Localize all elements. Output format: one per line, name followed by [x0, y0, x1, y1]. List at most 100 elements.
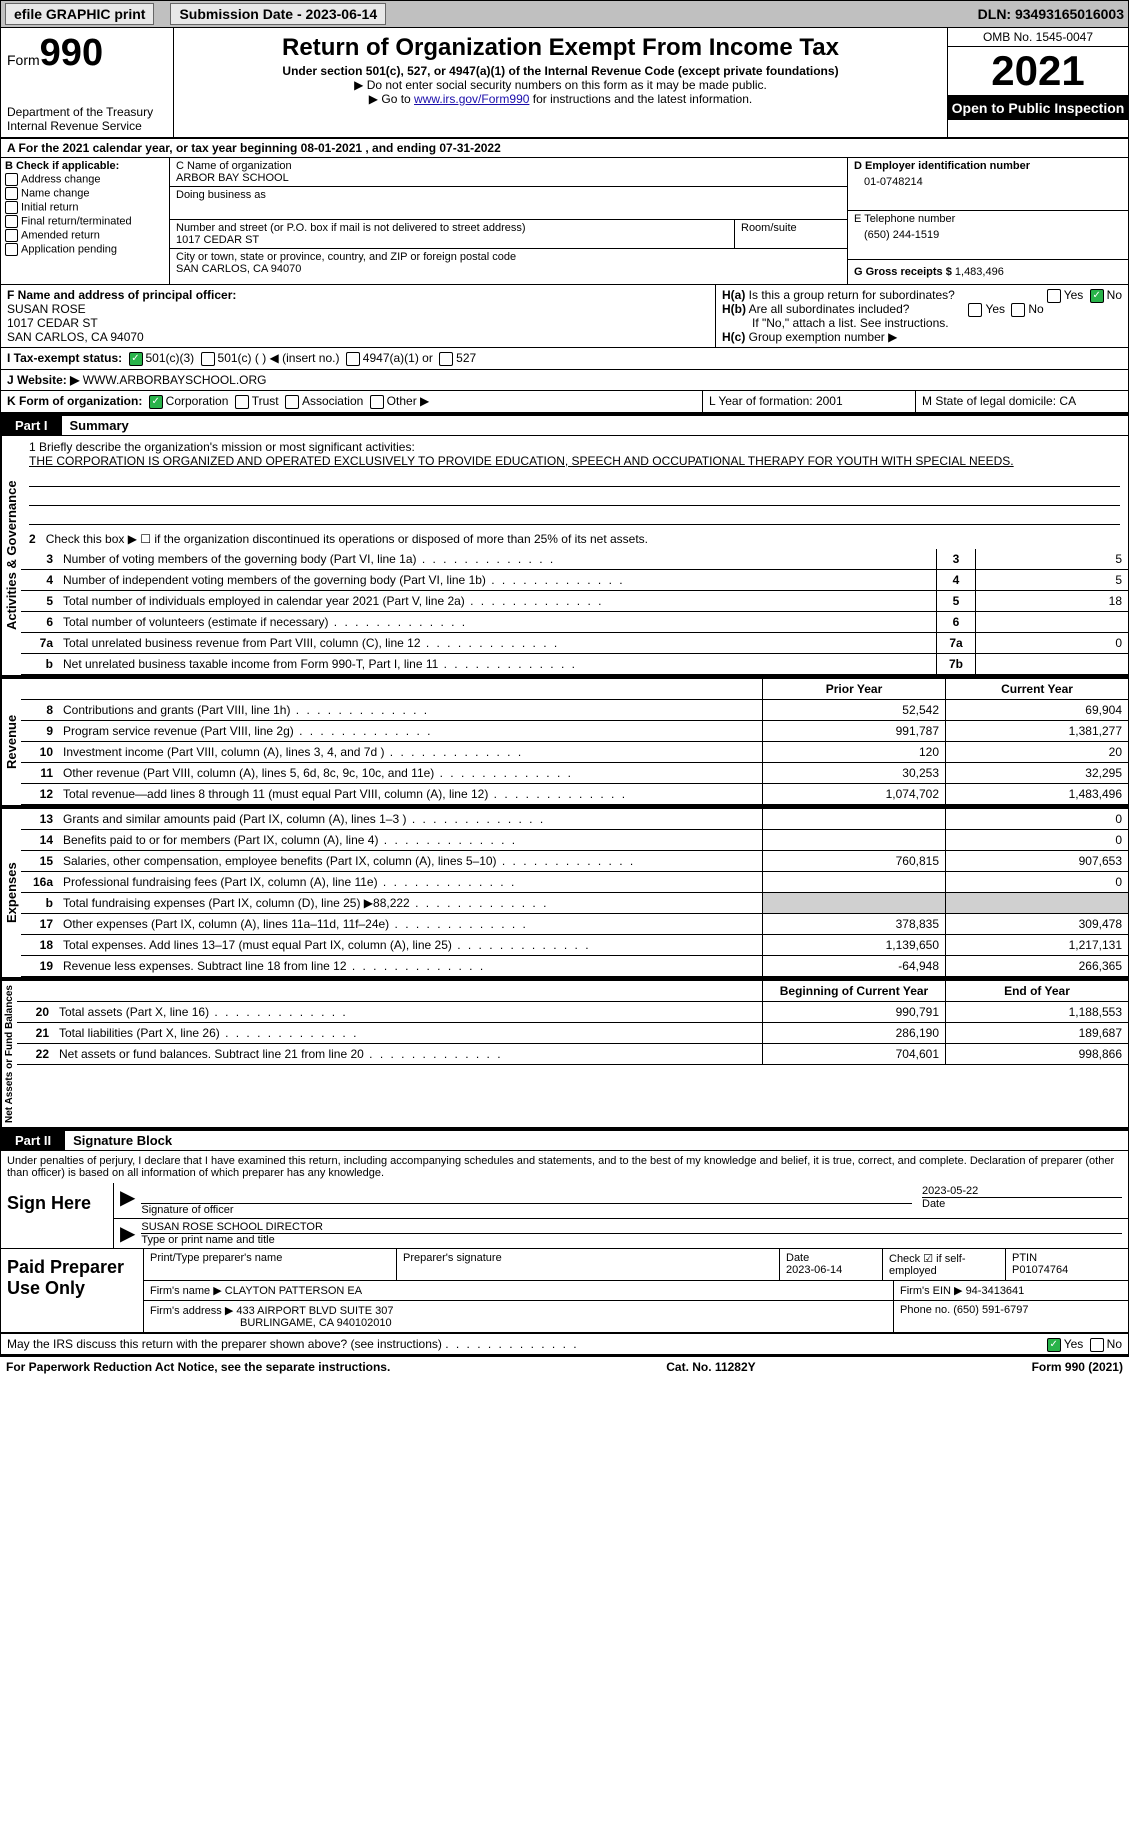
- table-row: 12Total revenue—add lines 8 through 11 (…: [21, 784, 1128, 805]
- f-label: F Name and address of principal officer:: [7, 288, 236, 302]
- chk-other[interactable]: [370, 395, 384, 409]
- preparer-section: Paid Preparer Use Only Print/Type prepar…: [1, 1248, 1128, 1332]
- hc-label: H(c) Group exemption number ▶: [722, 330, 1122, 344]
- row-j: J Website: ▶ WWW.ARBORBAYSCHOOL.ORG: [0, 370, 1129, 391]
- summary-line: 4Number of independent voting members of…: [21, 570, 1128, 591]
- part2-header: Part II Signature Block: [0, 1129, 1129, 1151]
- prep-sig-hdr: Preparer's signature: [397, 1249, 780, 1280]
- street: 1017 CEDAR ST: [176, 234, 728, 246]
- line-2: 2 Check this box ▶ ☐ if the organization…: [21, 529, 1128, 549]
- vert-expenses: Expenses: [1, 809, 21, 977]
- firm-addr: Firm's address ▶ 433 AIRPORT BLVD SUITE …: [144, 1301, 894, 1332]
- chk-name-change[interactable]: Name change: [5, 187, 165, 200]
- chk-trust[interactable]: [235, 395, 249, 409]
- chk-final-return[interactable]: Final return/terminated: [5, 215, 165, 228]
- dept-treasury: Department of the Treasury: [7, 105, 167, 119]
- prep-name-hdr: Print/Type preparer's name: [144, 1249, 397, 1280]
- addr-label: Number and street (or P.O. box if mail i…: [176, 222, 728, 234]
- table-row: 17Other expenses (Part IX, column (A), l…: [21, 914, 1128, 935]
- chk-assoc[interactable]: [285, 395, 299, 409]
- ptin: PTINP01074764: [1006, 1249, 1128, 1280]
- note-ssn: ▶ Do not enter social security numbers o…: [184, 78, 937, 92]
- sign-here-label: Sign Here: [1, 1183, 114, 1248]
- dba-label: Doing business as: [176, 189, 841, 201]
- typed-label: Type or print name and title: [141, 1234, 1122, 1246]
- discuss-yes[interactable]: [1047, 1338, 1061, 1352]
- officer-name: SUSAN ROSE: [7, 302, 86, 316]
- ha-question: H(a) Is this a group return for subordin…: [722, 288, 1122, 302]
- paperwork-notice: For Paperwork Reduction Act Notice, see …: [6, 1360, 390, 1374]
- part1-header: Part I Summary: [0, 414, 1129, 436]
- table-row: 16aProfessional fundraising fees (Part I…: [21, 872, 1128, 893]
- gross-receipts: 1,483,496: [955, 266, 1004, 278]
- table-row: 8Contributions and grants (Part VIII, li…: [21, 700, 1128, 721]
- chk-4947[interactable]: [346, 352, 360, 366]
- chk-527[interactable]: [439, 352, 453, 366]
- city-label: City or town, state or province, country…: [176, 251, 841, 263]
- table-row: 13Grants and similar amounts paid (Part …: [21, 809, 1128, 830]
- hb-question: H(b) Are all subordinates included? Yes …: [722, 302, 1122, 316]
- chk-501c[interactable]: [201, 352, 215, 366]
- form-ref: Form 990 (2021): [1032, 1360, 1123, 1374]
- chk-initial-return[interactable]: Initial return: [5, 201, 165, 214]
- chk-amended[interactable]: Amended return: [5, 229, 165, 242]
- chk-corp[interactable]: [149, 395, 163, 409]
- note-goto: ▶ Go to www.irs.gov/Form990 for instruct…: [184, 92, 937, 106]
- vert-activities: Activities & Governance: [1, 436, 21, 675]
- arrow-icon: ▶: [120, 1185, 135, 1216]
- revenue-section: Revenue Prior Year Current Year 8Contrib…: [0, 675, 1129, 805]
- summary-line: 6Total number of volunteers (estimate if…: [21, 612, 1128, 633]
- table-row: 14Benefits paid to or for members (Part …: [21, 830, 1128, 851]
- col-headers: Prior Year Current Year: [21, 679, 1128, 700]
- table-row: bTotal fundraising expenses (Part IX, co…: [21, 893, 1128, 914]
- summary-line: 3Number of voting members of the governi…: [21, 549, 1128, 570]
- netassets-section: Net Assets or Fund Balances Beginning of…: [0, 977, 1129, 1129]
- paid-preparer-label: Paid Preparer Use Only: [1, 1249, 144, 1332]
- discuss-row: May the IRS discuss this return with the…: [0, 1333, 1129, 1355]
- table-row: 19Revenue less expenses. Subtract line 1…: [21, 956, 1128, 977]
- form-header: Form990 Department of the Treasury Inter…: [0, 28, 1129, 137]
- firm-name: Firm's name ▶ CLAYTON PATTERSON EA: [144, 1281, 894, 1300]
- table-row: 18Total expenses. Add lines 13–17 (must …: [21, 935, 1128, 956]
- discuss-no[interactable]: [1090, 1338, 1104, 1352]
- tax-year: 2021: [948, 47, 1128, 96]
- net-col-headers: Beginning of Current Year End of Year: [17, 981, 1128, 1002]
- e-label: E Telephone number: [854, 213, 1122, 225]
- form-title: Return of Organization Exempt From Incom…: [184, 34, 937, 62]
- table-row: 11Other revenue (Part VIII, column (A), …: [21, 763, 1128, 784]
- website: WWW.ARBORBAYSCHOOL.ORG: [83, 373, 267, 387]
- c-label: C Name of organization: [176, 160, 841, 172]
- prep-phone: Phone no. (650) 591-6797: [894, 1301, 1128, 1332]
- city-state: SAN CARLOS, CA 94070: [176, 263, 841, 275]
- d-label: D Employer identification number: [854, 160, 1030, 172]
- line-a: A For the 2021 calendar year, or tax yea…: [0, 137, 1129, 158]
- top-bar: efile GRAPHIC print Submission Date - 20…: [0, 0, 1129, 28]
- irs-label: Internal Revenue Service: [7, 119, 167, 133]
- efile-print[interactable]: efile GRAPHIC print: [5, 3, 154, 25]
- h-note: If "No," attach a list. See instructions…: [722, 316, 1122, 330]
- table-row: 9Program service revenue (Part VIII, lin…: [21, 721, 1128, 742]
- typed-name: SUSAN ROSE SCHOOL DIRECTOR: [141, 1221, 1122, 1234]
- form-number: Form990: [7, 32, 167, 75]
- sig-officer-label: Signature of officer: [141, 1204, 912, 1216]
- chk-501c3[interactable]: [129, 352, 143, 366]
- ein: 01-0748214: [854, 172, 1122, 192]
- org-name: ARBOR BAY SCHOOL: [176, 172, 841, 184]
- phone: (650) 244-1519: [854, 225, 1122, 245]
- mission-text: THE CORPORATION IS ORGANIZED AND OPERATE…: [29, 454, 1120, 468]
- self-employed: Check ☑ if self-employed: [883, 1249, 1006, 1280]
- room-suite: Room/suite: [735, 220, 847, 248]
- table-row: 15Salaries, other compensation, employee…: [21, 851, 1128, 872]
- table-row: 20Total assets (Part X, line 16)990,7911…: [17, 1002, 1128, 1023]
- date-label: Date: [922, 1198, 1122, 1210]
- expenses-section: Expenses 13Grants and similar amounts pa…: [0, 805, 1129, 977]
- chk-pending[interactable]: Application pending: [5, 243, 165, 256]
- chk-address-change[interactable]: Address change: [5, 173, 165, 186]
- row-f-h: F Name and address of principal officer:…: [0, 285, 1129, 348]
- table-row: 21Total liabilities (Part X, line 26)286…: [17, 1023, 1128, 1044]
- row-k: K Form of organization: Corporation Trus…: [0, 391, 1129, 414]
- summary-line: bNet unrelated business taxable income f…: [21, 654, 1128, 675]
- year-formation: L Year of formation: 2001: [703, 391, 916, 412]
- irs-link[interactable]: www.irs.gov/Form990: [414, 92, 529, 106]
- arrow-icon: ▶: [120, 1221, 135, 1246]
